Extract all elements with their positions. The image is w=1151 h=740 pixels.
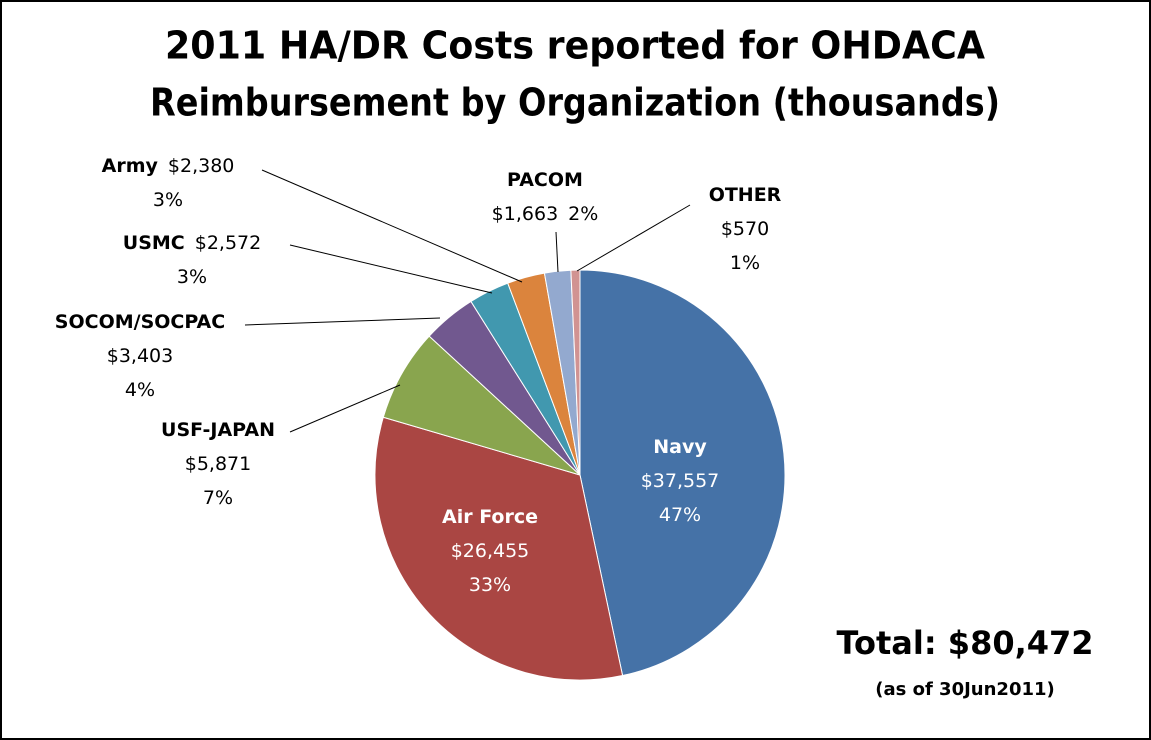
label-percent: 33% xyxy=(469,574,511,596)
leader-line xyxy=(289,244,493,294)
label-name: Navy xyxy=(653,436,707,458)
leader-line xyxy=(261,169,523,283)
label-name: SOCOM/SOCPAC xyxy=(55,311,225,333)
label-percent: 4% xyxy=(125,379,155,401)
data-label: $26,455 xyxy=(451,540,530,562)
leader-line xyxy=(244,317,441,326)
label-name: Army xyxy=(102,155,159,177)
pie-slice xyxy=(579,269,786,677)
data-label: Army $2,380 xyxy=(102,155,235,177)
label-name: OTHER xyxy=(709,184,782,206)
data-label: $1,663 2% xyxy=(492,203,599,225)
label-value: $5,871 xyxy=(185,453,251,475)
data-label: $570 xyxy=(721,218,769,240)
leader-line xyxy=(555,231,559,273)
label-name: USF-JAPAN xyxy=(161,419,275,441)
label-value: $570 xyxy=(721,218,769,240)
data-label: PACOM xyxy=(507,169,583,191)
label-name: PACOM xyxy=(507,169,583,191)
label-value: $2,572 xyxy=(195,232,261,254)
data-label: USMC $2,572 xyxy=(123,232,261,254)
data-label: 4% xyxy=(125,379,155,401)
label-percent: 3% xyxy=(177,266,207,288)
data-label: 1% xyxy=(730,252,760,274)
label-value: $26,455 xyxy=(451,540,530,562)
total-annotation: Total: $80,472 xyxy=(836,624,1093,662)
data-label: $5,871 xyxy=(185,453,251,475)
data-label: Navy xyxy=(653,436,707,458)
label-percent: 3% xyxy=(153,189,183,211)
data-label: 3% xyxy=(177,266,207,288)
data-label: USF-JAPAN xyxy=(161,419,275,441)
data-label: Air Force xyxy=(442,506,538,528)
data-label: $37,557 xyxy=(641,470,720,492)
data-label: 3% xyxy=(153,189,183,211)
data-label: SOCOM/SOCPAC xyxy=(55,311,225,333)
label-value: $37,557 xyxy=(641,470,720,492)
data-label: $3,403 xyxy=(107,345,173,367)
label-percent: 1% xyxy=(730,252,760,274)
data-label: 47% xyxy=(659,504,701,526)
chart-title: 2011 HA/DR Costs reported for OHDACA xyxy=(165,24,986,68)
label-value: $1,663 xyxy=(492,203,558,225)
data-label: 7% xyxy=(203,487,233,509)
data-label: OTHER xyxy=(709,184,782,206)
pie-slice xyxy=(570,269,581,476)
pie-slice xyxy=(374,416,624,681)
chart-title: Reimbursement by Organization (thousands… xyxy=(150,81,1000,125)
date-annotation: (as of 30Jun2011) xyxy=(875,679,1055,700)
label-value: $2,380 xyxy=(168,155,234,177)
label-percent: 2% xyxy=(568,203,598,225)
label-name: USMC xyxy=(123,232,185,254)
leader-line xyxy=(576,204,691,272)
label-name: Air Force xyxy=(442,506,538,528)
leader-line xyxy=(289,384,401,433)
data-label: 33% xyxy=(469,574,511,596)
label-value: $3,403 xyxy=(107,345,173,367)
label-percent: 7% xyxy=(203,487,233,509)
label-percent: 47% xyxy=(659,504,701,526)
